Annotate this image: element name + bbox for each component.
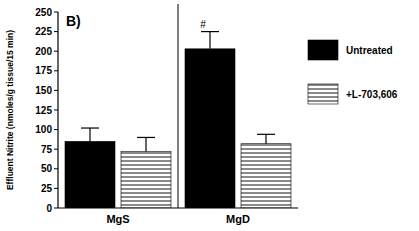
- error-bar: [201, 32, 219, 49]
- y-tick-label: 0: [46, 203, 52, 214]
- chart: 0 25 50 75 100 125 150 175 200 225 250 Effluent Nit…: [0, 0, 419, 231]
- error-bar: [81, 128, 99, 141]
- legend-label: Untreated: [346, 45, 393, 56]
- legend-swatch: [308, 84, 338, 104]
- y-axis-label: Effluent Nitrite (nmoles/g tissue/15 min…: [5, 30, 15, 190]
- y-axis: [57, 12, 58, 208]
- title: B): [66, 13, 81, 29]
- bar: [241, 144, 291, 208]
- bar: [65, 141, 115, 208]
- y-tick-label: 125: [35, 105, 52, 116]
- y-tick-label: 225: [35, 26, 52, 37]
- legend-swatch: [308, 40, 338, 60]
- y-tick-label: 250: [35, 7, 52, 18]
- chart-root: 0 25 50 75 100 125 150 175 200 225 250 Effluent Nit…: [0, 0, 419, 231]
- y-tick-label: 25: [41, 183, 53, 194]
- y-tick-label: 100: [35, 124, 52, 135]
- annotation: #: [200, 19, 206, 30]
- y-tick-label: 150: [35, 85, 52, 96]
- x-tick-label: MgS: [106, 213, 129, 225]
- y-tick-label: 175: [35, 65, 52, 76]
- bar: [185, 49, 235, 208]
- y-tick-label: 200: [35, 46, 52, 57]
- y-tick-label: 75: [41, 144, 53, 155]
- y-tick-label: 50: [41, 163, 53, 174]
- x-tick-label: MgD: [226, 213, 250, 225]
- group-divider: [178, 4, 179, 208]
- legend-label: +L-703,606: [346, 89, 398, 100]
- bar: [121, 152, 171, 208]
- error-bar: [137, 137, 155, 151]
- error-bar: [257, 134, 275, 143]
